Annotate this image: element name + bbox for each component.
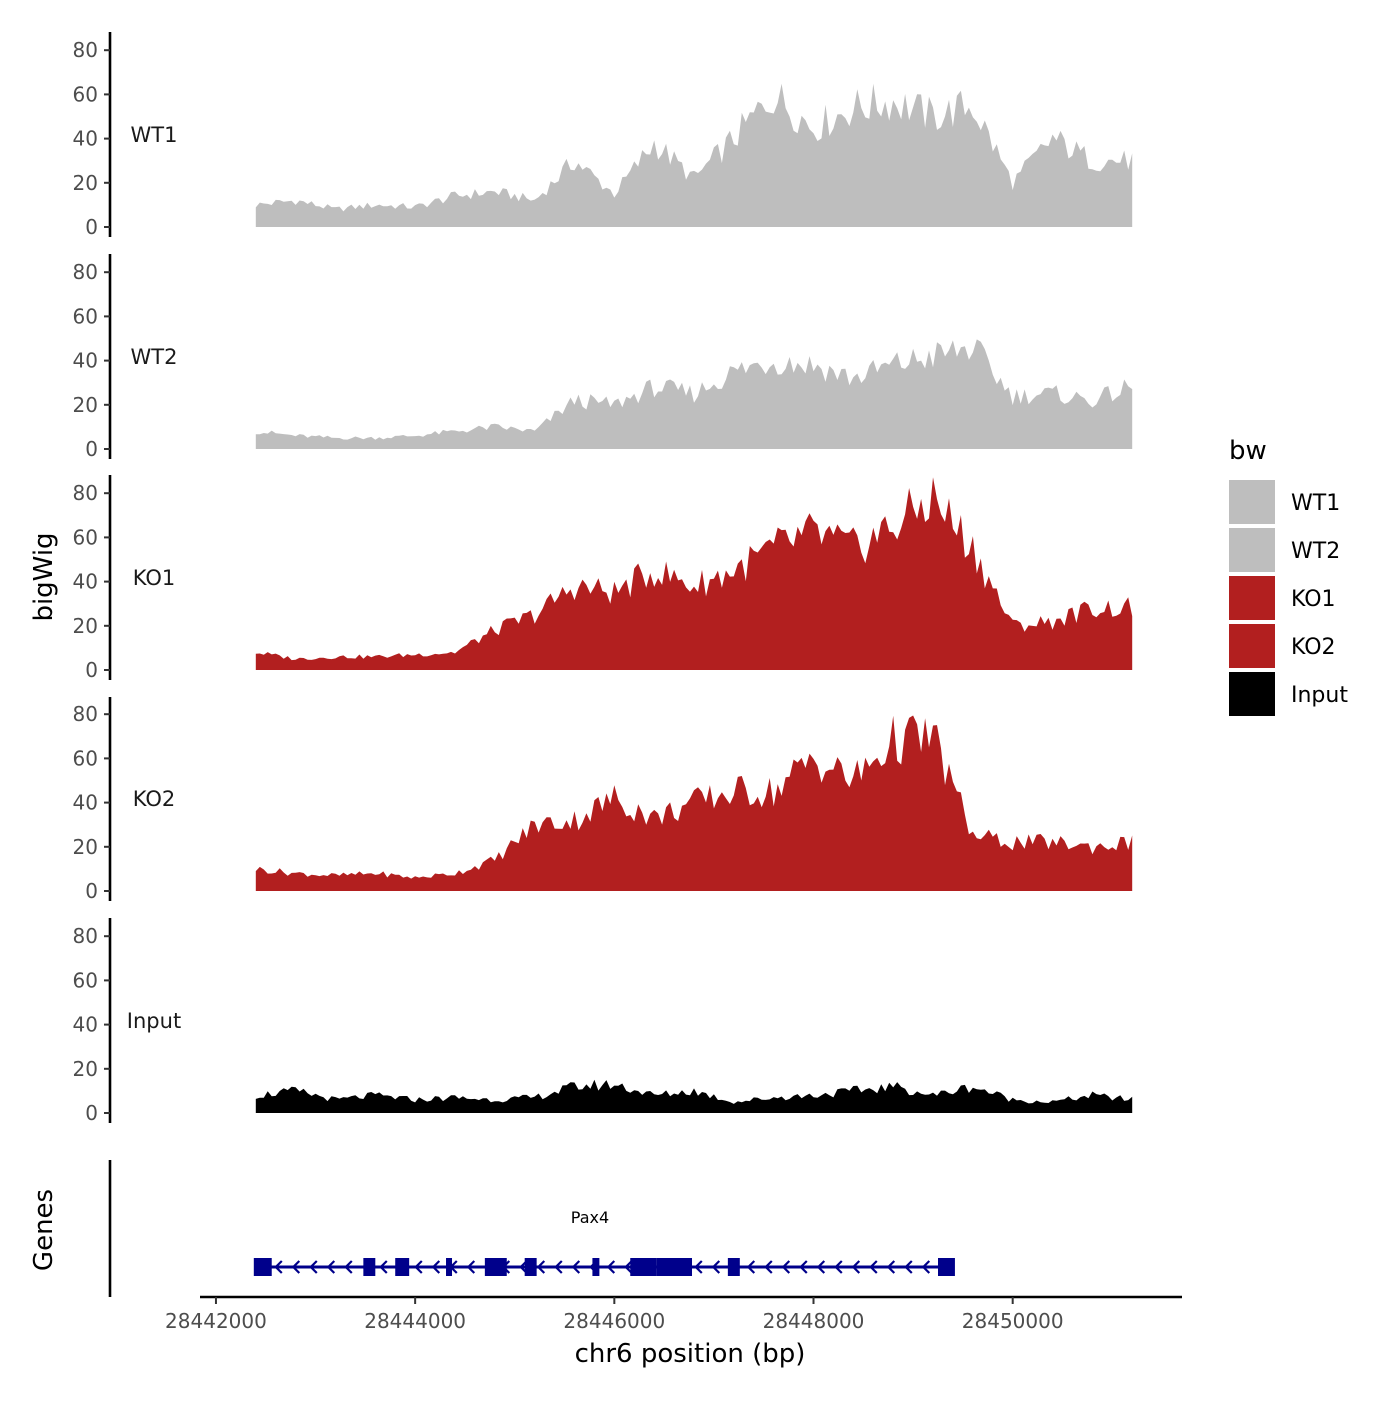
coverage-area-ko1 (255, 477, 1133, 670)
y-tick-label-input-20: 20 (73, 1057, 98, 1081)
coverage-area-input (255, 1079, 1133, 1113)
exon-block-9 (656, 1258, 693, 1276)
strand-arrow (291, 1260, 301, 1274)
track-label-wt2: WT2 (131, 345, 178, 369)
strand-arrow (554, 1260, 563, 1274)
strand-arrow (274, 1260, 283, 1274)
exon-block-6 (524, 1258, 537, 1276)
exon-block-11 (938, 1258, 955, 1276)
y-tick-label-wt2-80: 80 (73, 260, 98, 284)
y-tick-label-wt2-60: 60 (73, 304, 98, 328)
exon-block-2 (363, 1258, 376, 1276)
exon-block-7 (592, 1258, 600, 1276)
legend-swatch-wt1 (1229, 480, 1275, 524)
y-tick-label-ko2-80: 80 (73, 702, 98, 726)
y-tick-label-wt1-40: 40 (73, 127, 98, 151)
legend-swatch-wt2 (1229, 528, 1275, 572)
y-tick-label-ko2-0: 0 (85, 879, 98, 903)
legend-swatch-ko1 (1229, 576, 1275, 620)
y-tick-label-ko1-0: 0 (85, 658, 98, 682)
legend-label-ko2: KO2 (1291, 635, 1336, 660)
strand-arrow (869, 1260, 878, 1274)
strand-arrow (886, 1260, 896, 1274)
track-label-ko2: KO2 (133, 787, 176, 811)
strand-arrow (344, 1260, 353, 1274)
gene-label-pax4: Pax4 (571, 1208, 609, 1227)
y-tick-label-wt2-0: 0 (85, 437, 98, 461)
strand-arrow (799, 1260, 808, 1274)
strand-arrow (764, 1260, 773, 1274)
y-tick-label-ko1-80: 80 (73, 481, 98, 505)
y-tick-label-ko1-40: 40 (73, 570, 98, 594)
strand-arrow (921, 1260, 931, 1274)
y-tick-label-wt2-20: 20 (73, 393, 98, 417)
legend-swatch-ko2 (1229, 624, 1275, 668)
y-axis-title: bigWig (29, 532, 59, 621)
exon-block-4 (446, 1258, 453, 1276)
strand-arrow (414, 1260, 423, 1274)
strand-arrow (536, 1260, 546, 1274)
coverage-area-wt2 (255, 339, 1133, 449)
strand-arrow (571, 1260, 581, 1274)
strand-arrow (711, 1260, 721, 1274)
x-tick-label-28442000: 28442000 (165, 1309, 267, 1333)
y-tick-label-wt1-80: 80 (73, 38, 98, 62)
y-tick-label-ko2-20: 20 (73, 835, 98, 859)
coverage-area-wt1 (255, 83, 1133, 227)
y-tick-label-input-80: 80 (73, 924, 98, 948)
strand-arrow (606, 1260, 616, 1274)
strand-arrow (834, 1260, 843, 1274)
track-label-ko1: KO1 (133, 566, 176, 590)
genes-axis-title: Genes (29, 1189, 59, 1271)
legend-title: bw (1229, 436, 1267, 466)
y-tick-label-wt1-60: 60 (73, 82, 98, 106)
y-tick-label-wt1-0: 0 (85, 215, 98, 239)
x-tick-label-28446000: 28446000 (563, 1309, 665, 1333)
exon-block-5 (484, 1258, 507, 1276)
exon-block-10 (727, 1258, 740, 1276)
strand-arrow (694, 1260, 703, 1274)
exon-block-1 (253, 1258, 272, 1276)
legend-label-ko1: KO1 (1291, 587, 1336, 612)
strand-arrow (746, 1260, 756, 1274)
y-tick-label-ko2-60: 60 (73, 746, 98, 770)
track-label-wt1: WT1 (131, 123, 178, 147)
strand-arrow (309, 1260, 318, 1274)
y-tick-label-wt1-20: 20 (73, 171, 98, 195)
y-tick-label-ko1-20: 20 (73, 614, 98, 638)
y-tick-label-input-40: 40 (73, 1013, 98, 1037)
exon-block-3 (395, 1258, 410, 1276)
strand-arrow (431, 1260, 441, 1274)
x-tick-label-28444000: 28444000 (364, 1309, 466, 1333)
x-tick-label-28448000: 28448000 (763, 1309, 865, 1333)
strand-arrow (466, 1260, 476, 1274)
strand-arrow (624, 1260, 633, 1274)
strand-arrow (904, 1260, 913, 1274)
legend-label-wt2: WT2 (1291, 539, 1340, 564)
y-tick-label-input-60: 60 (73, 968, 98, 992)
y-tick-label-ko2-40: 40 (73, 791, 98, 815)
legend-label-input: Input (1291, 683, 1348, 708)
x-axis-title: chr6 position (bp) (575, 1339, 806, 1369)
coverage-area-ko2 (255, 715, 1133, 891)
strand-arrow (326, 1260, 336, 1274)
strand-arrow (379, 1260, 388, 1274)
y-tick-label-input-0: 0 (85, 1101, 98, 1125)
track-label-input: Input (127, 1009, 181, 1033)
strand-arrow (851, 1260, 861, 1274)
x-tick-label-28450000: 28450000 (962, 1309, 1064, 1333)
y-tick-label-ko1-60: 60 (73, 525, 98, 549)
legend-label-wt1: WT1 (1291, 491, 1340, 516)
legend-swatch-input (1229, 672, 1275, 716)
y-tick-label-wt2-40: 40 (73, 349, 98, 373)
strand-arrow (816, 1260, 826, 1274)
exon-block-8 (630, 1258, 657, 1276)
strand-arrow (781, 1260, 791, 1274)
